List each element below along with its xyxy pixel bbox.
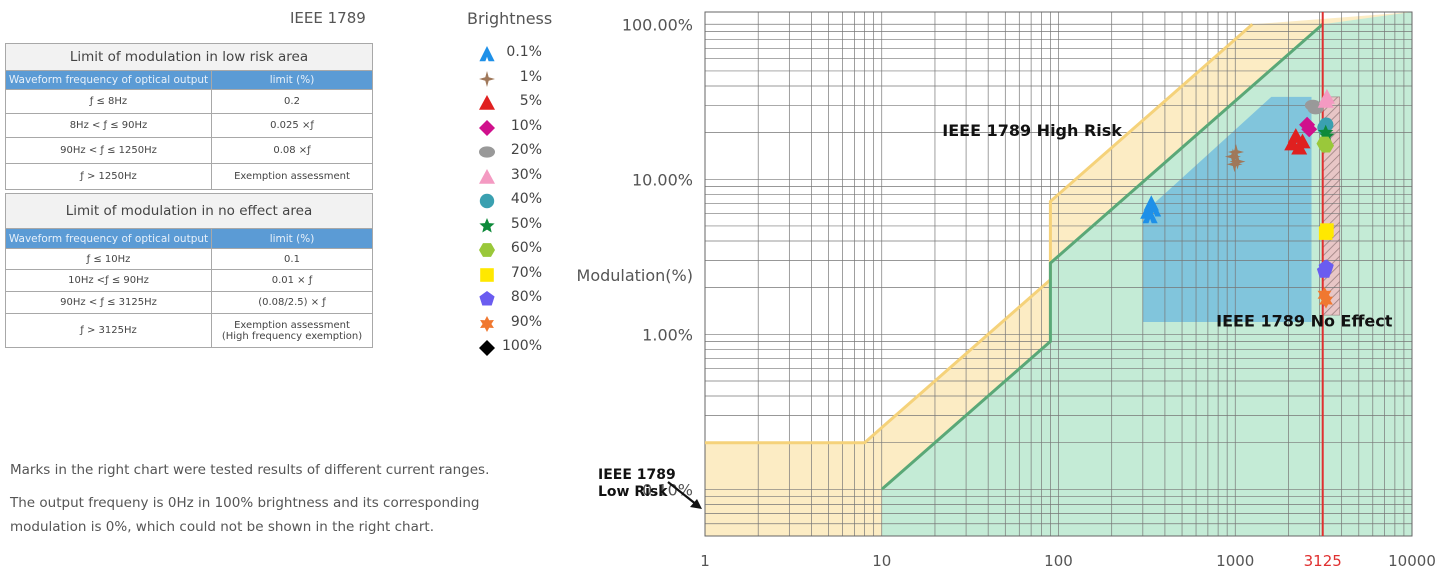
region-label: IEEE 1789 No Effect xyxy=(1216,312,1393,331)
region-label-line: IEEE 1789 xyxy=(598,467,676,483)
x-tick-label: 10 xyxy=(872,552,891,569)
y-tick-label: 1.00% xyxy=(642,325,693,344)
y-tick-label: 10.00% xyxy=(632,170,693,189)
data-point xyxy=(1320,223,1334,237)
x-tick-label: 100 xyxy=(1044,552,1073,569)
region-label-line: IEEE 1789 No Effect xyxy=(1216,312,1393,331)
y-tick-label: 100.00% xyxy=(622,15,693,34)
region-label-line: IEEE 1789 High Risk xyxy=(942,121,1122,140)
x-tick-label: 10000 xyxy=(1388,552,1436,569)
x-tick-label: 1 xyxy=(700,552,710,569)
x-tick-label: 3125 xyxy=(1304,552,1342,569)
y-axis-label: Modulation(%) xyxy=(577,266,693,285)
region-label: IEEE 1789 High Risk xyxy=(942,121,1122,140)
region-label-line: Low Risk xyxy=(598,484,668,500)
x-tick-label: 1000 xyxy=(1216,552,1254,569)
region-label: IEEE 1789Low Risk xyxy=(598,467,676,500)
